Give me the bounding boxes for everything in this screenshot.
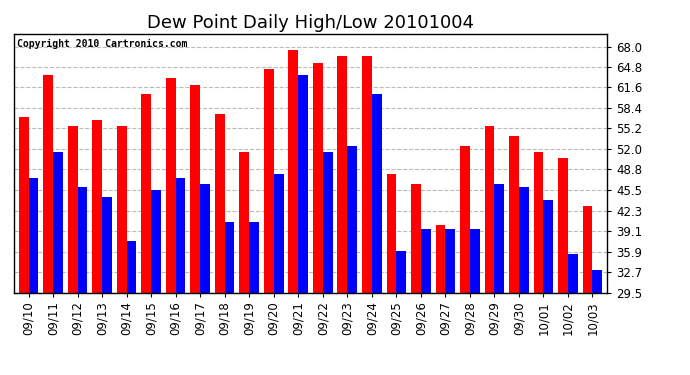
Bar <box>166 78 176 375</box>
Bar <box>509 136 519 375</box>
Bar <box>68 126 77 375</box>
Bar <box>313 63 323 375</box>
Bar <box>117 126 126 375</box>
Bar <box>141 94 151 375</box>
Bar <box>53 152 63 375</box>
Bar <box>460 146 470 375</box>
Bar <box>126 242 137 375</box>
Bar <box>396 251 406 375</box>
Text: Copyright 2010 Cartronics.com: Copyright 2010 Cartronics.com <box>17 39 187 49</box>
Bar <box>298 75 308 375</box>
Bar <box>19 117 28 375</box>
Bar <box>249 222 259 375</box>
Bar <box>519 187 529 375</box>
Bar <box>28 177 39 375</box>
Title: Dew Point Daily High/Low 20101004: Dew Point Daily High/Low 20101004 <box>147 14 474 32</box>
Bar <box>337 56 347 375</box>
Bar <box>77 187 88 375</box>
Bar <box>533 152 544 375</box>
Bar <box>215 114 225 375</box>
Bar <box>264 69 274 375</box>
Bar <box>239 152 249 375</box>
Bar <box>544 200 553 375</box>
Bar <box>386 174 396 375</box>
Bar <box>411 184 421 375</box>
Bar <box>582 206 593 375</box>
Bar <box>495 184 504 375</box>
Bar <box>558 158 568 375</box>
Bar <box>176 177 186 375</box>
Bar <box>190 85 200 375</box>
Bar <box>445 229 455 375</box>
Bar <box>102 196 112 375</box>
Bar <box>323 152 333 375</box>
Bar <box>92 120 102 375</box>
Bar <box>274 174 284 375</box>
Bar <box>568 254 578 375</box>
Bar <box>470 229 480 375</box>
Bar <box>362 56 372 375</box>
Bar <box>435 225 445 375</box>
Bar <box>151 190 161 375</box>
Bar <box>225 222 235 375</box>
Bar <box>593 270 602 375</box>
Bar <box>288 50 298 375</box>
Bar <box>484 126 495 375</box>
Bar <box>200 184 210 375</box>
Bar <box>347 146 357 375</box>
Bar <box>43 75 53 375</box>
Bar <box>421 229 431 375</box>
Bar <box>372 94 382 375</box>
